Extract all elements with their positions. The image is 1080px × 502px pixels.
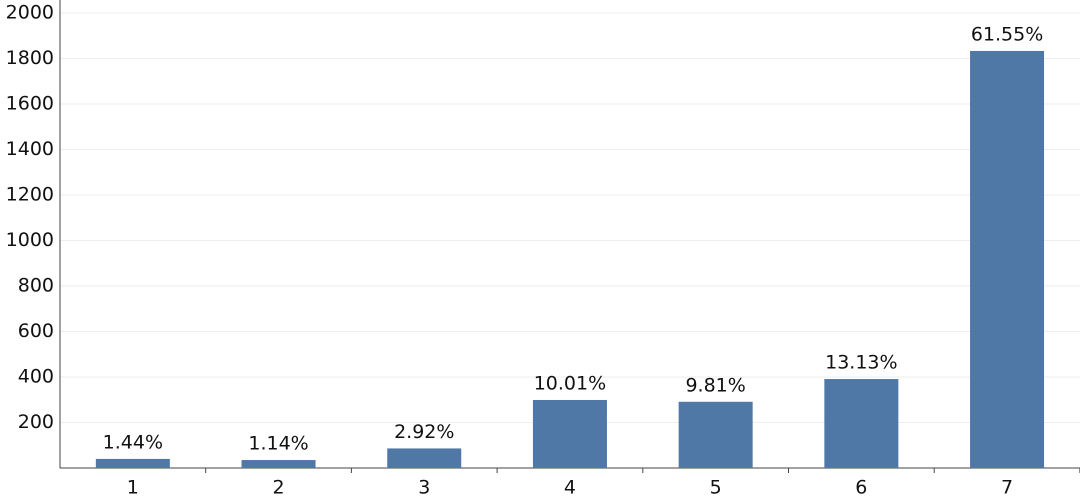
value-label: 9.81% [685, 374, 745, 396]
y-tick-label: 1400 [6, 138, 54, 160]
y-tick-label: 600 [18, 320, 54, 342]
bar [241, 460, 316, 468]
y-tick-label: 400 [18, 365, 54, 387]
x-tick-label: 7 [1001, 477, 1013, 499]
bar [95, 458, 170, 468]
bar [824, 379, 899, 468]
x-tick-label: 6 [855, 477, 867, 499]
y-tick-label: 1000 [6, 229, 54, 251]
y-tick-label: 1600 [6, 92, 54, 114]
value-label: 1.44% [103, 431, 163, 453]
y-tick-label: 800 [18, 274, 54, 296]
value-label: 61.55% [971, 23, 1043, 45]
bar [387, 448, 462, 468]
bar [970, 50, 1045, 469]
value-label: 13.13% [825, 352, 897, 374]
x-tick-label: 3 [418, 477, 430, 499]
y-tick-label: 2000 [6, 1, 54, 23]
value-label: 10.01% [534, 372, 606, 394]
y-tick-label: 200 [18, 411, 54, 433]
x-tick-label: 2 [273, 477, 285, 499]
bar [532, 399, 607, 468]
bar [678, 401, 753, 468]
value-label: 2.92% [394, 421, 454, 443]
value-label: 1.14% [248, 433, 308, 455]
x-tick-label: 5 [710, 477, 722, 499]
y-tick-label: 1800 [6, 47, 54, 69]
x-tick-label: 4 [564, 477, 576, 499]
y-tick-label: 1200 [6, 183, 54, 205]
x-tick-label: 1 [127, 477, 139, 499]
